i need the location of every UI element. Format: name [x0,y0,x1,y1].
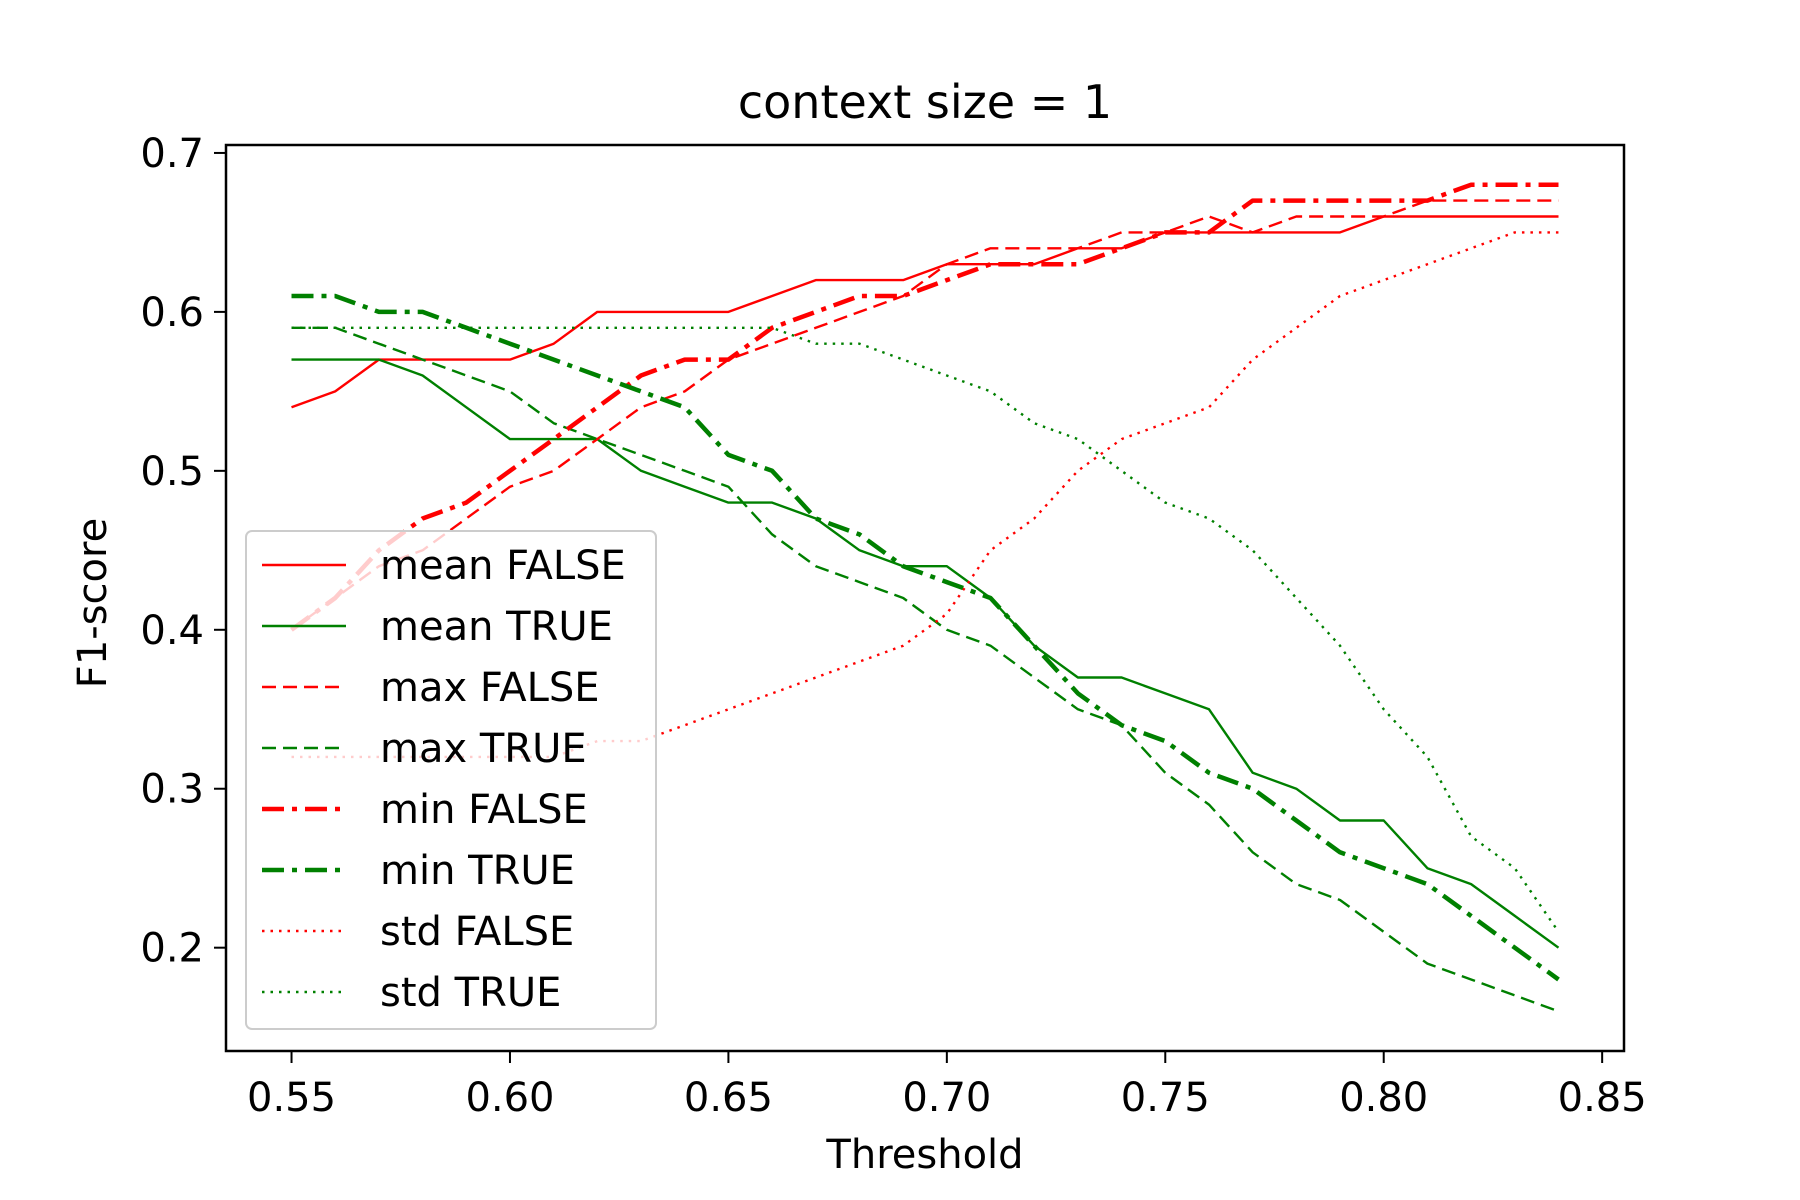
legend-label-min-true: min TRUE [380,848,575,894]
series-line-std-false [291,231,1559,759]
legend-label-max-false: max FALSE [380,665,600,711]
plot-frame [224,143,1626,1053]
legend-label-mean-true: mean TRUE [380,604,613,650]
series-layer [290,182,1560,1013]
x-axis-label: Threshold [825,1132,1023,1178]
series-line-mean-true [291,358,1560,949]
x-tick-label: 0.85 [1558,1075,1647,1121]
y-tick-label: 0.2 [140,926,204,972]
series-line-max-false [290,199,1559,631]
x-axis: 0.55 0.60 0.65 0.70 0.75 0.80 0.85 [247,1051,1647,1121]
x-tick-label: 0.60 [465,1075,554,1121]
y-tick-label: 0.3 [140,767,204,813]
y-tick-label: 0.4 [140,608,204,654]
series-line-max-true [291,326,1559,1013]
series-line-min-false [290,182,1559,632]
series-line-min-true [291,293,1560,982]
y-axis: 0.2 0.3 0.4 0.5 0.6 0.7 [140,131,226,972]
x-tick-label: 0.75 [1121,1075,1210,1121]
x-tick-label: 0.80 [1339,1075,1428,1121]
y-tick-label: 0.6 [140,290,204,336]
legend-label-std-false: std FALSE [380,909,574,955]
chart-title: context size = 1 [738,75,1112,129]
legend: mean FALSE mean TRUE max FALSE max TRUE min … [245,530,657,1030]
legend-label-min-false: min FALSE [380,787,588,833]
y-tick-label: 0.5 [140,449,204,495]
x-tick-label: 0.55 [247,1075,336,1121]
legend-label-max-true: max TRUE [380,726,587,772]
x-tick-label: 0.65 [684,1075,773,1121]
y-tick-label: 0.7 [140,131,204,177]
legend-label-std-true: std TRUE [380,970,561,1016]
y-axis-label: F1-score [70,518,116,688]
x-tick-label: 0.70 [902,1075,991,1121]
legend-label-mean-false: mean FALSE [380,543,626,589]
series-line-mean-false [291,215,1559,409]
